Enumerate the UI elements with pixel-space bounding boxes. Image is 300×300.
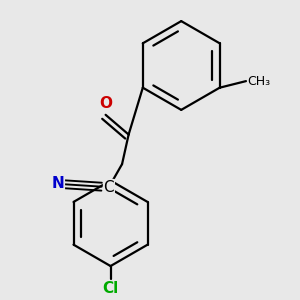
- Text: Cl: Cl: [102, 281, 119, 296]
- Text: C: C: [103, 180, 114, 195]
- Text: N: N: [52, 176, 64, 191]
- Text: O: O: [99, 96, 112, 111]
- Text: CH₃: CH₃: [248, 75, 271, 88]
